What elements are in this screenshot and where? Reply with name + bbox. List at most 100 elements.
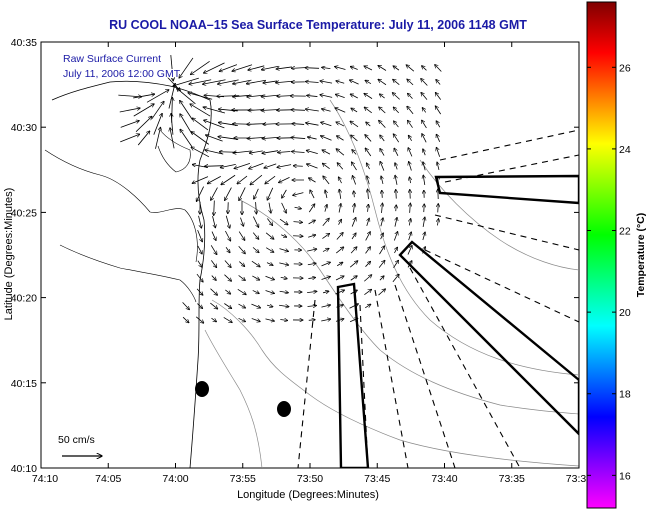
current-vector	[321, 109, 331, 111]
current-vector	[395, 217, 397, 227]
colorbar-tick-label: 20	[619, 307, 631, 319]
y-tick-label: 40:35	[11, 37, 37, 49]
current-vector	[394, 247, 397, 254]
current-vector	[203, 107, 226, 114]
current-vector	[436, 134, 441, 142]
current-vector	[251, 318, 261, 321]
current-vector	[267, 218, 272, 225]
current-vector	[205, 135, 223, 142]
current-vector	[322, 218, 329, 227]
current-vector	[207, 175, 221, 183]
current-vector	[249, 162, 264, 169]
current-vector	[409, 219, 410, 226]
current-vector	[240, 217, 243, 227]
current-vector	[281, 202, 287, 213]
current-vector	[364, 93, 373, 99]
isobath-2	[239, 199, 579, 415]
current-vector	[220, 163, 236, 167]
current-vector	[435, 92, 442, 100]
current-vector	[379, 107, 386, 114]
current-vector	[322, 150, 331, 155]
current-vector	[196, 273, 203, 282]
current-vector	[192, 176, 209, 184]
current-vector	[408, 135, 412, 142]
corridor-polygons	[336, 174, 579, 468]
current-vector	[381, 233, 384, 240]
current-vector	[225, 187, 232, 201]
current-vector	[325, 190, 327, 199]
current-vector	[321, 319, 330, 321]
current-vector	[204, 120, 225, 129]
current-vector	[364, 66, 373, 71]
current-vector	[276, 66, 292, 69]
current-vector	[118, 95, 141, 97]
current-vector	[293, 166, 303, 167]
current-vector	[410, 203, 411, 213]
current-vector	[408, 148, 413, 157]
inlet-shore	[157, 129, 191, 173]
current-vector	[350, 247, 357, 254]
current-vector	[210, 245, 217, 254]
transect-line	[439, 129, 579, 161]
current-vector	[437, 176, 438, 184]
current-vector	[211, 275, 216, 281]
current-vector-field	[118, 55, 442, 323]
current-vector	[307, 291, 317, 292]
current-vector	[211, 260, 216, 267]
current-vector	[252, 247, 259, 252]
y-tick-label: 40:30	[11, 122, 37, 134]
current-vector	[349, 261, 358, 268]
current-vector	[320, 136, 332, 141]
current-vector	[203, 62, 225, 73]
current-vector	[223, 317, 233, 322]
current-vector	[211, 187, 218, 201]
current-vector	[308, 277, 315, 278]
current-vector	[219, 64, 238, 72]
current-vector	[279, 263, 288, 265]
current-vector	[422, 66, 427, 71]
bay-shore	[44, 149, 198, 303]
colorbar	[586, 1, 617, 509]
coastline	[51, 80, 212, 468]
current-vector	[350, 276, 357, 281]
current-vector	[232, 64, 253, 71]
current-vector	[120, 121, 140, 128]
current-vector	[170, 55, 173, 81]
corridor-south	[336, 282, 370, 468]
current-vector	[307, 249, 317, 251]
current-vector	[365, 135, 372, 142]
current-vector	[253, 216, 258, 228]
current-vector	[217, 79, 239, 84]
y-tick-label: 40:20	[11, 293, 37, 305]
current-vector	[277, 164, 292, 168]
current-vector	[189, 79, 212, 84]
current-vector	[407, 261, 412, 268]
current-vector	[177, 88, 196, 105]
current-vector	[378, 260, 385, 268]
current-vector	[321, 305, 330, 307]
current-vector	[279, 218, 288, 225]
current-vector	[155, 127, 160, 149]
current-vector	[366, 163, 370, 170]
current-vector	[133, 94, 155, 99]
current-vector	[137, 131, 150, 146]
colorbar-label: Temperature (°C)	[635, 213, 647, 298]
current-vector	[305, 109, 319, 111]
colorbar-tick-label: 22	[619, 226, 631, 238]
current-vector	[395, 163, 397, 170]
y-tick-label: 40:10	[11, 463, 37, 475]
current-vector	[233, 151, 252, 153]
current-vector	[291, 137, 306, 138]
current-vector	[306, 123, 319, 126]
current-vector	[321, 277, 331, 280]
current-vector	[195, 316, 204, 323]
corridor-southeast	[398, 240, 579, 436]
current-vector	[366, 122, 371, 127]
current-vector	[188, 93, 213, 100]
current-vector	[364, 289, 371, 295]
current-vector	[354, 191, 355, 198]
current-vector	[308, 178, 316, 183]
current-vector	[350, 94, 358, 99]
current-vector	[252, 232, 259, 240]
current-vector	[239, 261, 244, 267]
